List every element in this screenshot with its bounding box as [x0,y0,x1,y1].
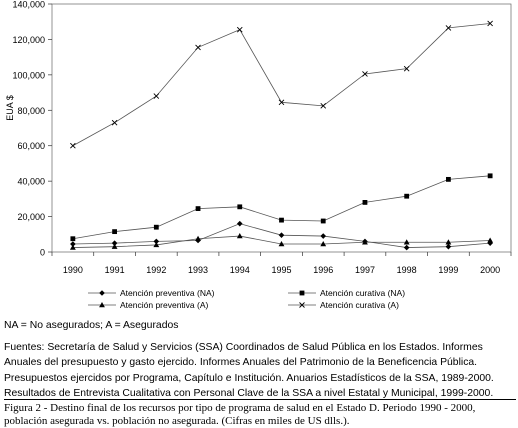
x-tick-label: 1996 [313,265,333,275]
legend-marker [99,302,105,308]
series-1-point [320,233,327,239]
series-3-point [69,244,76,250]
series-3-point [278,241,285,247]
series-2-point [362,200,368,205]
series-1-point [445,243,452,250]
y-tick-label: 80,000 [17,106,45,116]
series-1-point [278,232,285,238]
legend-label: Atención curativa (A) [320,300,399,310]
y-tick-label: 60,000 [17,141,45,151]
line-chart: 0 20,000 40,000 60,000 80,000 100,000 120,000 1… [5,0,512,310]
series-1-point [236,220,243,227]
y-tick-label: 0 [40,248,45,258]
x-tick-label: 1993 [188,265,208,275]
x-tick-label: 1991 [105,265,125,275]
series-2-point [70,236,76,242]
series-3-point [403,239,410,245]
series-1-point [153,238,160,245]
series-2-point [153,224,159,230]
series-4-point [236,26,243,33]
series-2-point [404,193,410,199]
series-3-point [195,235,201,241]
series-3-point [487,237,494,243]
series-3-point [362,239,368,245]
series-2-point [237,204,243,210]
series-2-point [195,206,201,211]
series-4-point [153,93,160,99]
series-4-point [70,142,76,149]
y-tick-label: 120,000 [12,35,45,45]
series-4-point [362,71,368,77]
series-2-point [487,173,493,179]
legend-marker [299,302,305,308]
series-3-point [445,239,452,245]
legend-label: Atención preventiva (NA) [120,288,215,298]
abbreviation-note: NA = No asegurados; A = Asegurados [4,320,179,331]
series-4-point [403,65,410,72]
series-4-point [445,25,452,31]
series-4-point [320,103,327,109]
x-tick-label: 1990 [63,265,83,275]
x-tick-label: 1992 [146,265,166,275]
series-3-point [320,241,327,247]
x-tick-label: 1997 [355,265,375,275]
x-tick-label: 2000 [480,265,500,275]
y-tick-label: 40,000 [17,177,45,187]
y-axis-label: EUA $ [5,95,15,121]
y-tick-label: 20,000 [17,212,45,222]
legend-label: Atención preventiva (A) [120,300,209,310]
x-tick-label: 1994 [230,265,250,275]
sources-note: Fuentes: Secretaría de Salud y Servicios… [4,341,494,400]
legend-marker [299,290,305,296]
series-2-point [112,229,117,235]
series-line-4 [72,23,491,147]
x-tick-label: 1999 [438,265,458,275]
figure-caption: Figura 2 - Destino final de los recursos… [4,399,516,428]
x-tick-label: 1995 [271,265,291,275]
y-tick-label: 140,000 [12,0,45,10]
series-1-point [403,244,410,251]
series-2-point [446,176,451,182]
series-2-point [279,217,284,223]
plot-area-frame [51,3,512,253]
series-4-point [195,44,201,51]
legend-label: Atención curativa (NA) [320,288,405,298]
series-1-point [70,241,76,247]
series-3-point [111,243,118,249]
series-4-point [111,119,118,126]
y-tick-label: 100,000 [12,70,45,80]
series-3-point [153,241,160,248]
x-tick-label: 1998 [397,265,417,275]
series-4-point [487,20,493,27]
series-1-point [111,240,118,246]
series-3-point [236,233,243,239]
series-4-point [278,99,285,106]
chart-notes: NA = No asegurados; A = Asegurados Fuent… [4,318,516,402]
series-2-point [320,218,326,224]
series-line-2 [72,175,491,240]
legend-marker [99,290,105,296]
